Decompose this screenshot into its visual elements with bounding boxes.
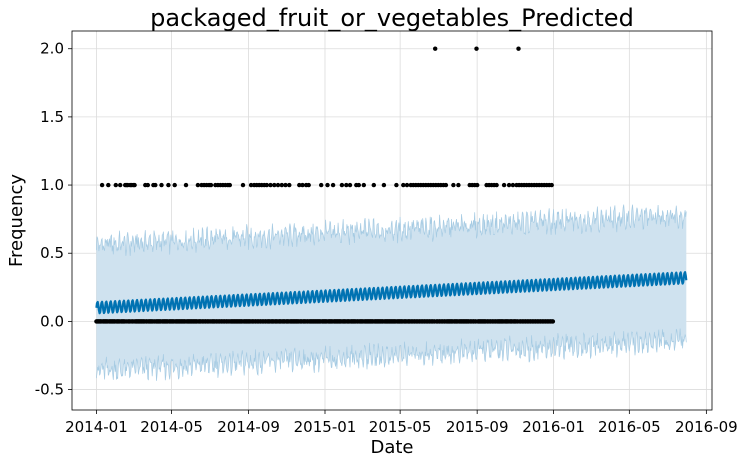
observation-point	[330, 182, 336, 188]
observation-point	[99, 182, 105, 188]
observation-point	[319, 182, 324, 188]
chart-title: packaged_fruit_or_vegetables_Predicted	[150, 4, 634, 32]
observation-point	[106, 182, 111, 188]
observation-point	[356, 182, 361, 188]
x-tick-label: 2016-01	[522, 418, 585, 436]
y-tick-label: -0.5	[35, 381, 64, 399]
y-tick-label: 1.0	[40, 176, 64, 194]
observation-point	[118, 182, 123, 188]
x-tick-label: 2014-09	[217, 418, 280, 436]
observation-point	[549, 182, 554, 188]
uncertainty-upper-edge	[96, 204, 687, 256]
observation-point	[272, 182, 277, 188]
observation-point	[475, 182, 480, 188]
observation-point	[159, 182, 164, 188]
observation-point	[300, 182, 305, 188]
forecast-line-layer	[95, 271, 688, 315]
observation-point	[325, 182, 330, 188]
y-tick-label: 2.0	[40, 40, 64, 58]
observation-point	[433, 46, 438, 51]
observation-point	[394, 182, 399, 188]
observation-point	[227, 182, 232, 188]
x-tick-label: 2014-05	[140, 418, 203, 436]
x-tick-label: 2016-05	[598, 418, 661, 436]
observation-point	[248, 182, 254, 188]
observation-point	[208, 182, 214, 188]
observation-point	[381, 182, 387, 188]
observation-point	[240, 182, 246, 188]
y-axis-label: Frequency	[6, 174, 27, 267]
y-tick-label: 1.5	[40, 108, 64, 126]
observation-point	[153, 182, 158, 188]
observation-point	[297, 182, 302, 188]
observation-point	[166, 182, 171, 188]
observation-point	[401, 182, 406, 188]
observation-point	[279, 182, 284, 188]
observation-point	[195, 182, 201, 188]
observation-point	[443, 182, 449, 188]
uncertainty-lower-edge	[96, 328, 687, 381]
observation-point	[516, 46, 521, 51]
observation-point	[501, 182, 507, 188]
observation-point	[510, 182, 516, 188]
observation-point	[145, 182, 150, 188]
observation-point	[113, 182, 119, 188]
observation-points-layer	[94, 46, 556, 324]
observation-point	[283, 182, 288, 188]
observation-point	[344, 182, 349, 188]
observation-point	[347, 182, 353, 188]
x-tick-label: 2015-01	[294, 418, 357, 436]
observation-point	[339, 182, 345, 188]
x-tick-label: 2014-01	[65, 418, 128, 436]
observation-point	[371, 182, 376, 188]
observation-point	[451, 182, 456, 188]
observation-point	[275, 182, 281, 188]
x-tick-label: 2016-09	[675, 418, 738, 436]
observation-point	[287, 182, 292, 188]
y-tick-label: 0.5	[40, 244, 64, 262]
x-tick-label: 2015-09	[446, 418, 509, 436]
observation-point	[183, 182, 189, 188]
plot-frame	[71, 30, 713, 411]
observation-point	[361, 182, 366, 188]
observation-point	[456, 182, 461, 188]
observation-point	[474, 46, 479, 51]
observation-point	[550, 319, 556, 324]
x-axis-label: Date	[370, 437, 413, 458]
observation-point	[268, 182, 273, 188]
x-tick-label: 2015-05	[369, 418, 432, 436]
observation-point	[404, 182, 410, 188]
observation-point	[306, 182, 311, 188]
forecast-line	[95, 271, 688, 315]
observation-point	[132, 182, 137, 188]
y-tick-label: 0.0	[40, 312, 64, 330]
axis-ticks-layer: 2014-01 2014-05 2014-09 2015-01 2015-05 2015-…	[35, 40, 738, 436]
observation-point	[506, 182, 512, 188]
observation-point	[172, 182, 177, 188]
observation-point	[494, 182, 499, 188]
observation-point	[264, 182, 269, 188]
